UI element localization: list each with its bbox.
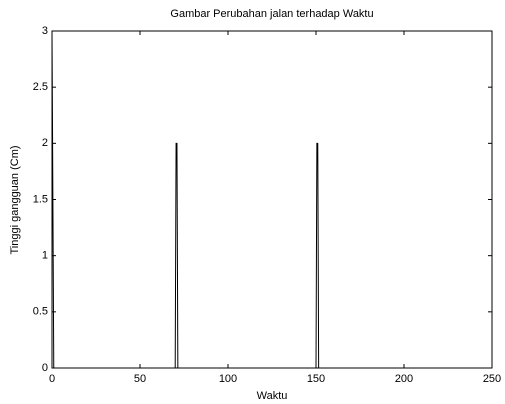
y-tick-label: 1.5 — [33, 193, 48, 205]
x-tick-label: 0 — [49, 373, 55, 385]
y-tick-label: 0.5 — [33, 306, 48, 318]
x-tick-label: 150 — [307, 373, 325, 385]
y-tick-label: 2 — [42, 137, 48, 149]
chart-title: Gambar Perubahan jalan terhadap Waktu — [170, 8, 373, 20]
plot-box — [51, 30, 493, 369]
data-line — [51, 30, 492, 369]
y-tick-label: 0 — [42, 362, 48, 374]
x-tick-label: 100 — [219, 373, 237, 385]
x-tick-label: 50 — [134, 373, 146, 385]
y-tick-label: 3 — [42, 25, 48, 37]
y-tick-label: 1 — [42, 250, 48, 262]
x-tick-label: 200 — [395, 373, 413, 385]
x-axis-label: Waktu — [257, 390, 288, 402]
y-tick-label: 2.5 — [33, 81, 48, 93]
y-axis-label: Tinggi gangguan (Cm) — [9, 145, 21, 254]
x-tick-label: 250 — [483, 373, 501, 385]
